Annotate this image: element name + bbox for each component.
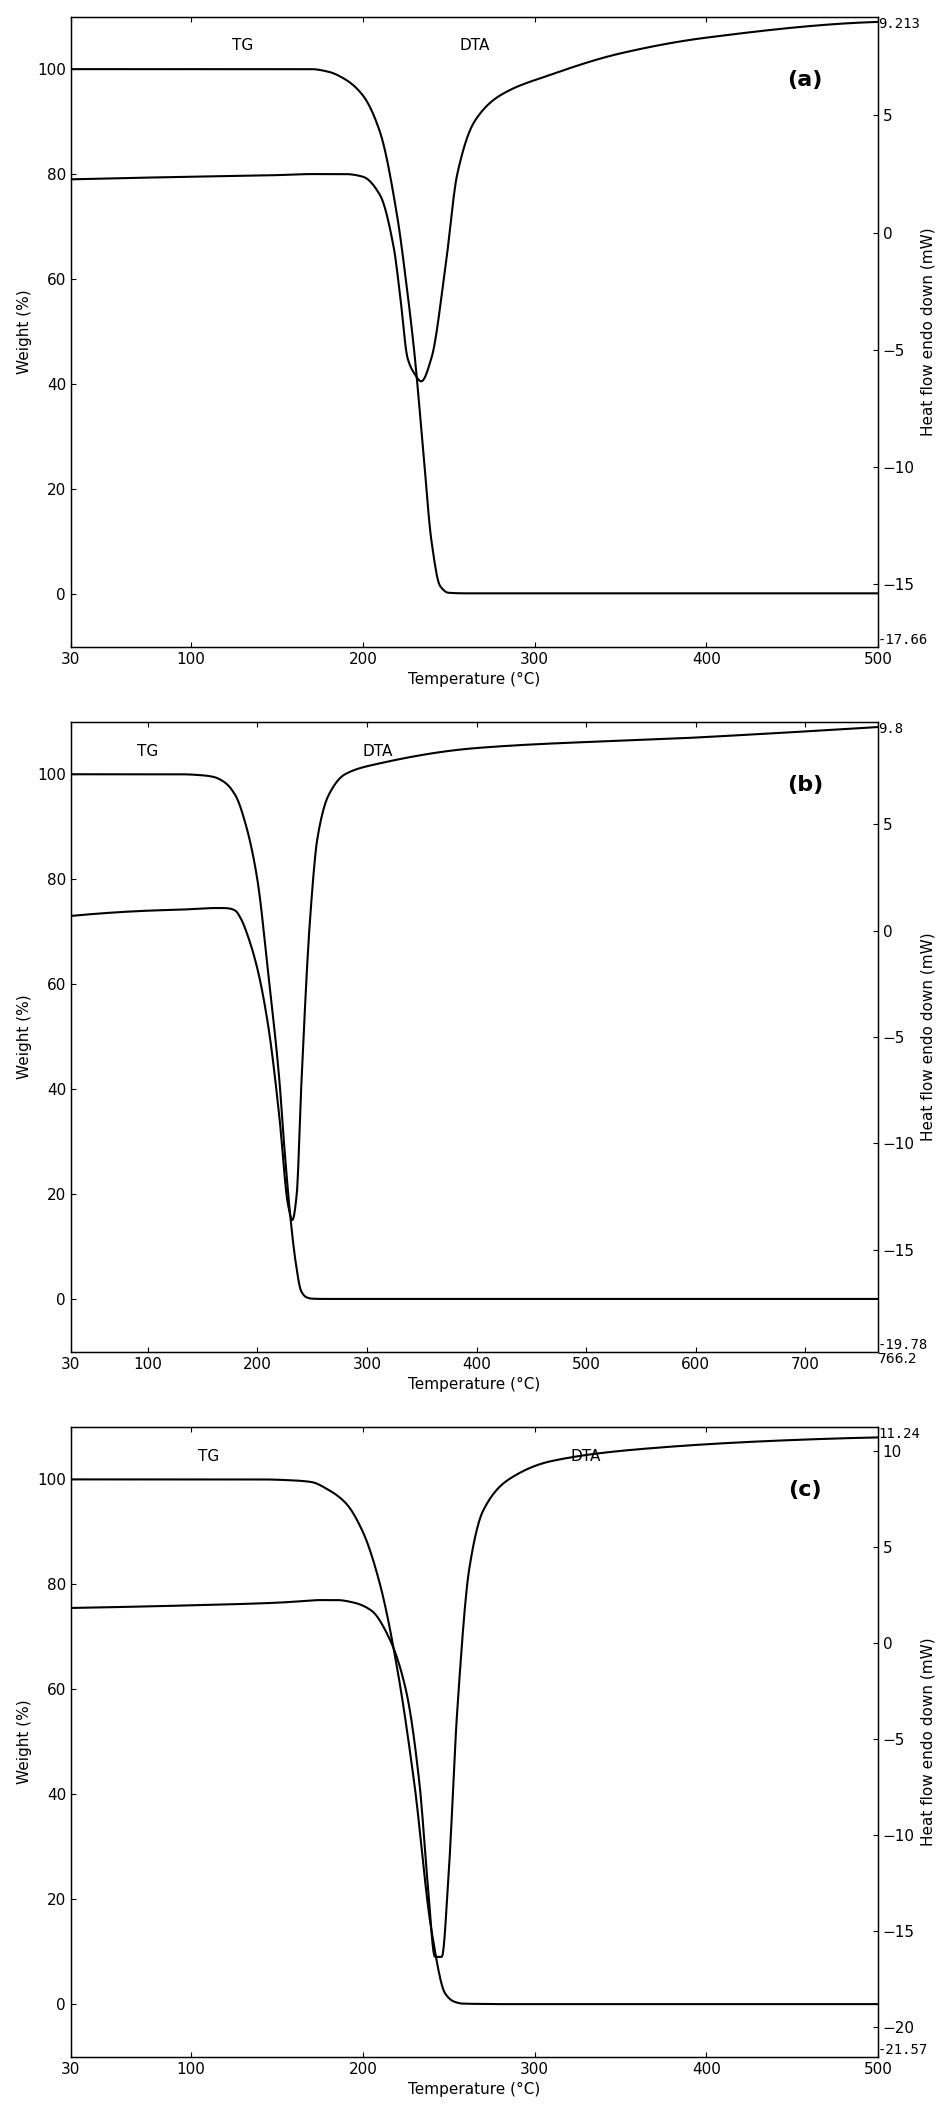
Text: TG: TG bbox=[137, 744, 158, 759]
Text: 766.2: 766.2 bbox=[878, 1351, 918, 1366]
Text: -21.57: -21.57 bbox=[878, 2042, 928, 2057]
Text: (c): (c) bbox=[788, 1480, 823, 1501]
Text: -17.66: -17.66 bbox=[878, 632, 928, 647]
Text: 11.24: 11.24 bbox=[878, 1427, 920, 1442]
X-axis label: Temperature (°C): Temperature (°C) bbox=[408, 2082, 541, 2097]
Y-axis label: Heat flow endo down (mW): Heat flow endo down (mW) bbox=[921, 932, 935, 1142]
Text: (a): (a) bbox=[787, 70, 823, 89]
Text: TG: TG bbox=[232, 38, 253, 53]
Y-axis label: Weight (%): Weight (%) bbox=[17, 994, 31, 1078]
X-axis label: Temperature (°C): Temperature (°C) bbox=[408, 1376, 541, 1393]
Text: DTA: DTA bbox=[571, 1448, 602, 1463]
Y-axis label: Heat flow endo down (mW): Heat flow endo down (mW) bbox=[921, 228, 935, 435]
Text: -19.78: -19.78 bbox=[878, 1338, 928, 1351]
Text: DTA: DTA bbox=[363, 744, 393, 759]
Text: 9.213: 9.213 bbox=[878, 17, 920, 32]
Text: TG: TG bbox=[198, 1448, 219, 1463]
Y-axis label: Weight (%): Weight (%) bbox=[17, 290, 31, 374]
X-axis label: Temperature (°C): Temperature (°C) bbox=[408, 672, 541, 687]
Text: 9.8: 9.8 bbox=[878, 721, 903, 736]
Text: (b): (b) bbox=[787, 776, 823, 795]
Y-axis label: Weight (%): Weight (%) bbox=[17, 1700, 31, 1784]
Y-axis label: Heat flow endo down (mW): Heat flow endo down (mW) bbox=[921, 1638, 935, 1846]
Text: DTA: DTA bbox=[459, 38, 489, 53]
